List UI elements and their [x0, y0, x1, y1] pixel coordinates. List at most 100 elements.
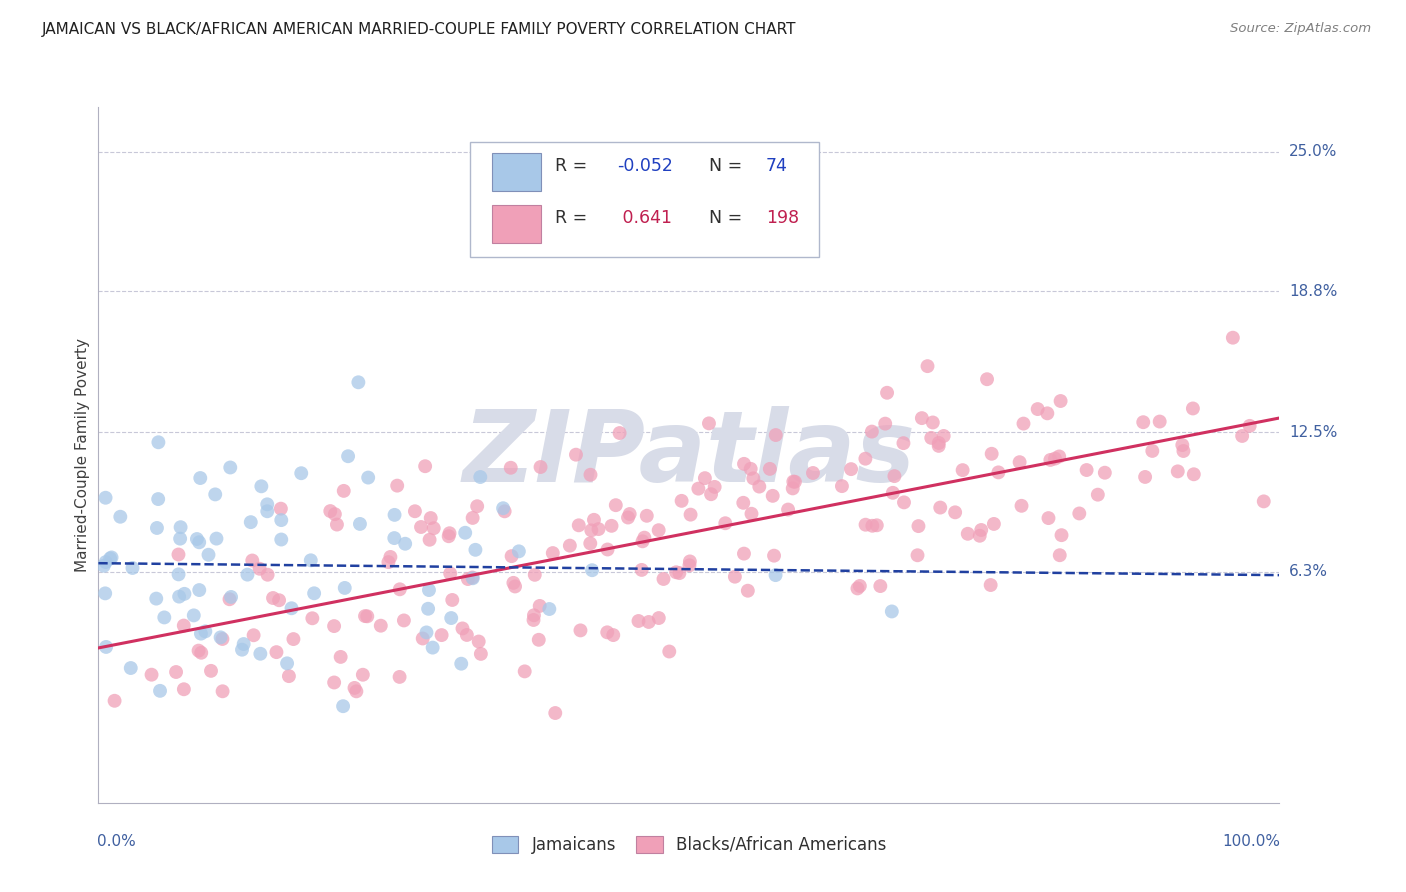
- Point: [502, 575, 524, 590]
- Point: [415, 625, 437, 640]
- Point: [866, 518, 889, 533]
- Point: [464, 542, 486, 557]
- Point: [262, 591, 284, 605]
- Point: [883, 469, 905, 483]
- Text: 25.0%: 25.0%: [1289, 145, 1337, 160]
- Text: Source: ZipAtlas.com: Source: ZipAtlas.com: [1230, 22, 1371, 36]
- Point: [388, 670, 411, 684]
- Point: [740, 507, 762, 521]
- Point: [876, 385, 898, 400]
- Point: [380, 549, 402, 564]
- Point: [617, 510, 640, 524]
- Point: [249, 562, 271, 576]
- Point: [173, 682, 195, 697]
- Point: [765, 428, 787, 442]
- Point: [1094, 466, 1116, 480]
- Text: N =: N =: [709, 209, 748, 227]
- Point: [1230, 429, 1253, 443]
- Point: [513, 665, 536, 679]
- Point: [522, 613, 544, 627]
- Point: [558, 539, 581, 553]
- Point: [831, 479, 853, 493]
- Point: [290, 467, 312, 481]
- Point: [980, 447, 1002, 461]
- Point: [893, 436, 915, 450]
- Point: [1049, 548, 1071, 562]
- Point: [911, 411, 934, 425]
- Point: [394, 537, 416, 551]
- Point: [232, 637, 254, 651]
- Point: [724, 570, 747, 584]
- Point: [256, 504, 278, 518]
- Point: [671, 493, 693, 508]
- Point: [211, 632, 233, 646]
- Point: [619, 507, 641, 521]
- Point: [352, 667, 374, 681]
- Text: 100.0%: 100.0%: [1223, 834, 1281, 849]
- Point: [1049, 394, 1071, 409]
- Point: [153, 610, 176, 624]
- Point: [392, 614, 415, 628]
- Point: [860, 518, 883, 533]
- Point: [1173, 444, 1195, 458]
- Point: [219, 590, 242, 604]
- Point: [332, 699, 354, 714]
- Point: [277, 669, 299, 683]
- Point: [636, 508, 658, 523]
- Point: [1039, 453, 1062, 467]
- Point: [983, 516, 1005, 531]
- Point: [782, 482, 804, 496]
- Point: [270, 501, 292, 516]
- Point: [141, 667, 163, 681]
- Point: [470, 470, 492, 484]
- Point: [301, 611, 323, 625]
- Point: [783, 475, 806, 489]
- Text: 0.641: 0.641: [617, 209, 672, 227]
- Point: [762, 489, 785, 503]
- Point: [149, 683, 172, 698]
- Point: [413, 459, 436, 474]
- Point: [200, 664, 222, 678]
- Point: [256, 567, 278, 582]
- Point: [1222, 331, 1244, 345]
- Point: [94, 586, 117, 600]
- Point: [169, 520, 191, 534]
- Point: [236, 567, 259, 582]
- Point: [544, 706, 567, 720]
- Point: [148, 491, 170, 506]
- Legend: Jamaicans, Blacks/African Americans: Jamaicans, Blacks/African Americans: [485, 829, 893, 861]
- Point: [581, 524, 603, 538]
- Point: [733, 496, 755, 510]
- Point: [412, 632, 434, 646]
- Text: 0.0%: 0.0%: [97, 834, 136, 849]
- Point: [929, 500, 952, 515]
- Point: [737, 583, 759, 598]
- Point: [600, 518, 623, 533]
- Point: [121, 561, 143, 575]
- Point: [631, 534, 654, 549]
- Text: R =: R =: [555, 158, 593, 176]
- Point: [249, 647, 271, 661]
- Text: 18.8%: 18.8%: [1289, 284, 1337, 299]
- Text: JAMAICAN VS BLACK/AFRICAN AMERICAN MARRIED-COUPLE FAMILY POVERTY CORRELATION CHA: JAMAICAN VS BLACK/AFRICAN AMERICAN MARRI…: [42, 22, 797, 37]
- Point: [980, 578, 1002, 592]
- Point: [337, 449, 360, 463]
- Point: [93, 558, 115, 573]
- Point: [1087, 488, 1109, 502]
- Point: [688, 482, 710, 496]
- Point: [146, 521, 169, 535]
- Point: [319, 504, 342, 518]
- Point: [197, 548, 219, 562]
- Point: [430, 628, 453, 642]
- Point: [609, 425, 631, 440]
- Point: [588, 522, 610, 536]
- Point: [882, 485, 904, 500]
- Point: [299, 553, 322, 567]
- Y-axis label: Married-Couple Family Poverty: Married-Couple Family Poverty: [75, 338, 90, 572]
- Point: [173, 618, 195, 632]
- Point: [270, 533, 292, 547]
- Point: [759, 462, 782, 476]
- Point: [582, 513, 605, 527]
- Point: [952, 463, 974, 477]
- Point: [354, 609, 377, 624]
